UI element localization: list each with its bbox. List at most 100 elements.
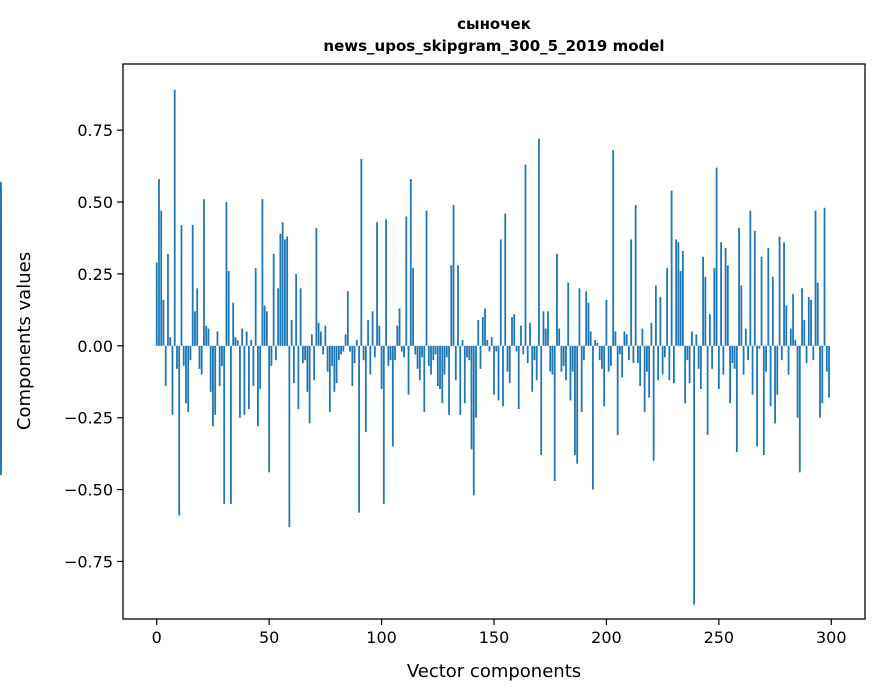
bar [639,345,642,387]
bar [187,345,190,412]
bar [248,345,250,410]
bar [239,345,241,418]
bar [722,345,725,375]
bar [205,325,208,346]
bar [472,345,475,496]
bar [200,345,203,375]
bar [756,345,758,447]
bar [297,345,300,410]
bar [340,345,342,355]
bar [661,345,664,375]
bar [457,265,459,346]
bar [155,262,158,346]
bar [214,345,217,415]
bar [630,239,633,346]
bar [301,345,304,364]
bar [277,288,280,346]
bar [508,345,511,384]
bar [391,345,394,447]
bar [272,253,275,346]
bar [241,328,244,346]
bar [729,345,731,404]
bar [0,345,2,375]
bar [823,207,826,346]
bar [715,167,718,346]
bar [828,345,830,398]
bar [369,345,372,375]
bar [713,268,716,346]
bar [178,345,181,516]
bar [223,345,226,504]
bar [353,345,356,364]
bar [747,345,749,361]
bar [789,328,792,346]
bar [196,288,199,346]
bar [203,199,205,346]
x-tick-label: 0 [152,628,162,647]
bar [637,345,639,364]
bar [774,345,776,424]
bar [234,337,237,346]
bar [753,230,756,346]
bar [657,345,660,381]
bar [780,345,783,361]
bar [598,345,601,361]
bar [520,325,522,346]
bar [812,345,815,361]
bar [275,345,277,361]
bar [771,276,774,346]
bar [454,345,457,381]
bar [461,340,464,346]
bar [342,345,345,352]
bar [169,337,172,346]
bar [646,345,648,372]
bar [767,248,770,346]
bar [807,296,810,346]
bar [0,210,2,346]
bar [760,256,763,346]
bar [681,250,684,346]
x-tick-label: 100 [366,628,397,647]
bar [619,345,621,355]
bar [306,345,309,392]
bar [319,331,322,346]
bar [382,345,385,504]
bar [212,345,214,427]
bar [571,345,574,372]
bar [423,345,426,412]
bar [266,311,268,346]
bar [670,190,673,346]
bar [693,345,696,605]
bar [708,314,711,346]
bar [686,345,689,361]
bar [720,242,722,346]
bar [414,345,417,355]
bar [726,265,729,346]
bar [801,288,803,346]
bar [695,334,698,346]
bar [488,345,491,352]
bar [663,345,666,358]
bar [614,331,617,346]
bar [409,179,412,346]
bar [506,345,509,372]
bar [603,345,606,407]
chart-subtitle: news_upos_skipgram_300_5_2019 model [323,37,664,55]
bar [412,268,414,346]
bar [176,345,178,369]
bars-group [0,89,830,605]
bar [668,345,671,381]
bar [292,345,295,384]
bar [556,253,558,346]
bar [448,345,450,415]
bar [333,345,336,392]
bar [751,345,754,395]
bar [740,285,743,346]
y-tick-label: −0.50 [64,481,113,500]
x-tick-label: 300 [816,628,847,647]
bar [569,345,572,401]
bar [162,299,165,346]
bar [259,345,262,389]
y-tick-label: 0.00 [77,337,113,356]
bar [230,345,232,504]
